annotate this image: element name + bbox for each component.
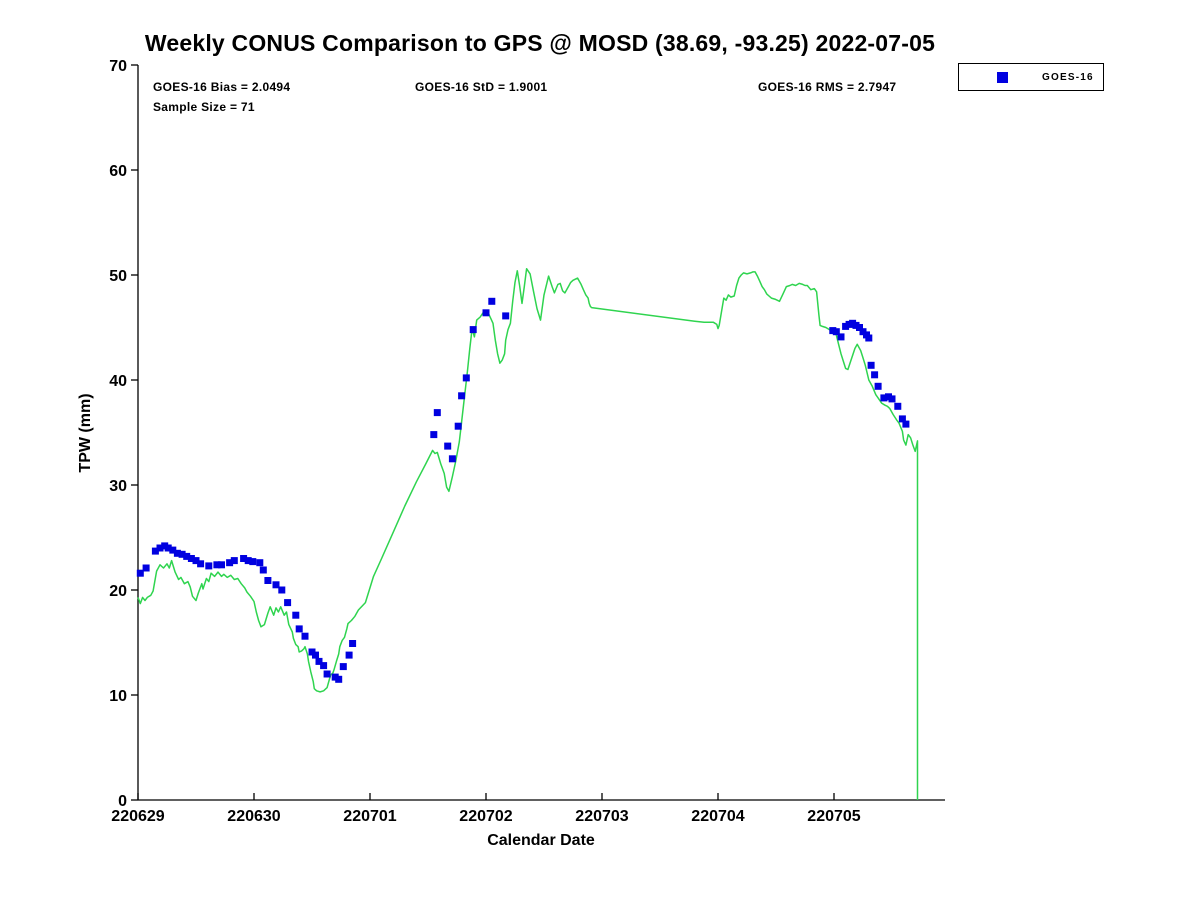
goes16-marker [488,297,496,305]
goes16-marker [458,392,466,400]
goes16-marker [865,334,873,342]
goes16-marker [301,632,309,640]
x-axis-label: Calendar Date [487,832,595,849]
goes16-marker [433,409,441,417]
goes16-marker [272,581,280,589]
goes16-marker [902,420,910,428]
x-tick-label: 220704 [691,808,744,825]
goes16-marker [136,569,144,577]
x-tick-label: 220702 [459,808,512,825]
goes16-marker [197,560,205,568]
goes16-marker [867,361,875,369]
x-tick-label: 220703 [575,808,628,825]
goes16-marker [244,557,252,565]
goes16-marker [178,550,186,558]
goes16-marker [320,662,328,670]
goes16-marker [482,309,490,317]
stat-sample-size: Sample Size = 71 [153,100,255,114]
goes16-markers [136,297,910,683]
goes16-marker [264,577,272,584]
y-tick-label: 30 [109,478,127,495]
goes16-marker [871,371,879,379]
goes16-marker [213,561,221,569]
goes16-marker [888,395,896,403]
goes16-marker [151,547,159,555]
goes16-marker [292,611,300,619]
goes16-marker [856,324,863,331]
goes16-marker [256,559,264,567]
goes16-marker [205,562,213,570]
y-axis-label: TPW (mm) [77,393,94,473]
goes16-marker [874,382,882,390]
goes16-marker [323,670,331,678]
y-tick-label: 50 [109,268,127,285]
goes16-marker [454,422,462,430]
gps-line [137,267,919,800]
goes16-marker [259,566,267,574]
goes16-marker [173,549,181,557]
goes16-marker [164,544,172,552]
goes16-marker [444,442,452,450]
stat-std: GOES-16 StD = 1.9001 [415,80,548,94]
goes16-marker [832,328,840,336]
goes16-marker [156,544,164,552]
goes16-marker [192,557,200,565]
x-tick-label: 220630 [227,808,280,825]
legend-label-goes16: GOES-16 [1042,71,1094,83]
x-tick-label: 220629 [111,808,164,825]
legend-box: GOES-16 [958,63,1104,91]
goes16-marker [226,559,234,567]
goes16-marker [278,586,286,594]
x-tick-label: 220705 [807,808,860,825]
x-tick-label: 220701 [343,808,396,825]
legend-marker-goes16-icon [997,71,1008,83]
y-tick-label: 20 [109,583,127,600]
goes16-marker [230,557,238,565]
y-tick-label: 0 [118,793,127,810]
stat-rms: GOES-16 RMS = 2.7947 [758,80,897,94]
goes16-marker [240,555,248,562]
goes16-marker [880,394,888,402]
goes16-marker [502,312,510,320]
goes16-marker [218,561,225,569]
goes16-marker [183,552,191,560]
goes16-marker [349,640,357,647]
goes16-marker [469,326,477,334]
y-tick-label: 60 [109,163,127,180]
goes16-marker [335,675,343,683]
goes16-marker [284,599,292,607]
goes16-marker [187,555,195,562]
goes16-marker [295,625,303,633]
goes16-marker [462,374,470,382]
goes16-marker [430,431,438,439]
goes16-marker [249,558,257,566]
goes16-marker [339,663,347,671]
goes16-marker [898,415,906,423]
y-tick-label: 40 [109,373,127,390]
goes16-marker [312,651,319,659]
stat-bias: GOES-16 Bias = 2.0494 [153,80,291,94]
goes16-marker [448,455,456,463]
goes16-marker [142,564,150,572]
goes16-marker [894,402,902,410]
y-tick-label: 70 [109,58,127,75]
goes16-marker [315,657,323,665]
goes16-marker [837,333,845,341]
goes16-marker [345,651,353,659]
y-tick-label: 10 [109,688,127,705]
chart-title: Weekly CONUS Comparison to GPS @ MOSD (3… [144,30,936,56]
goes16-marker [169,546,177,554]
